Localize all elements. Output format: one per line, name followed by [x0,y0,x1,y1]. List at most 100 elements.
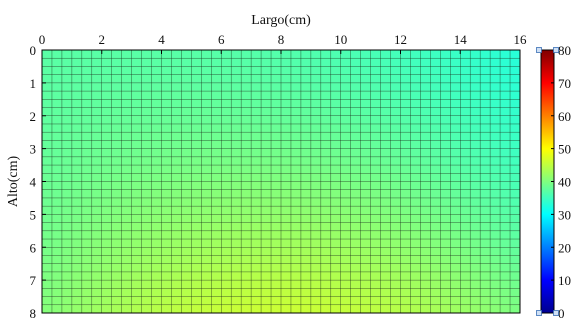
heatmap-cell [430,239,441,248]
heatmap-cell [101,239,113,248]
heatmap-cell [191,156,202,166]
heatmap-cell [460,197,471,207]
heatmap-cell [281,214,292,223]
heatmap-cell [211,214,222,223]
heatmap-cell [171,189,182,199]
heatmap-cell [191,140,202,149]
heatmap-cell [440,107,451,117]
heatmap-cell [271,74,282,84]
heatmap-cell [500,239,511,248]
heatmap-cell [121,222,132,232]
heatmap-cell [42,181,53,191]
heatmap-cell [340,304,352,314]
heatmap-cell [201,181,212,191]
heatmap-cell [261,123,272,133]
heatmap-cell [71,173,83,182]
heatmap-cell [231,173,242,182]
heatmap-cell [450,222,461,232]
heatmap-cell [470,304,481,314]
heatmap-cell [51,82,63,92]
heatmap-cell [181,58,192,67]
heatmap-cell [510,50,521,59]
heatmap-cell [61,82,73,92]
heatmap-cell [490,296,501,306]
heatmap-cell [51,255,63,264]
heatmap-cell [271,247,282,256]
heatmap-cell [161,214,172,223]
heatmap-cell [360,214,371,223]
heatmap-cell [510,156,521,166]
heatmap-cell [151,107,162,117]
heatmap-cell [281,197,292,207]
heatmap-cell [330,189,342,199]
heatmap-cell [91,247,103,256]
heatmap-cell [340,280,352,289]
heatmap-cell [91,263,103,273]
heatmap-cell [211,123,222,133]
heatmap-cell [171,181,182,191]
heatmap-cell [131,107,142,117]
heatmap-cell [480,115,491,125]
heatmap-cell [460,140,471,149]
colorbar-handle[interactable] [536,47,542,53]
y-tick-label: 3 [30,142,37,157]
heatmap-cell [470,222,481,232]
heatmap-cell [410,156,421,166]
heatmap-cell [310,304,322,314]
heatmap-cell [201,189,212,199]
heatmap-cell [171,148,182,158]
heatmap-cell [490,214,501,223]
heatmap-cell [171,58,182,67]
heatmap-cell [201,239,212,248]
heatmap-cell [271,222,282,232]
heatmap-cell [251,181,262,191]
heatmap-cell [231,197,242,207]
heatmap-cell [42,165,53,174]
heatmap-cell [460,173,471,182]
heatmap-cell [360,304,371,314]
heatmap-cell [121,206,132,215]
heatmap-cell [51,296,63,306]
heatmap-cell [221,206,232,215]
colorbar-handles[interactable] [536,47,559,316]
heatmap-cell [261,271,272,281]
heatmap-cell [51,107,63,117]
heatmap-cell [91,107,103,117]
heatmap-cell [440,197,451,207]
heatmap-cell [81,173,93,182]
heatmap-cell [81,156,93,166]
heatmap-cell [430,156,441,166]
heatmap-cell [61,206,73,215]
heatmap-cell [400,148,411,158]
heatmap-cell [390,271,401,281]
heatmap-cell [42,263,53,273]
heatmap-cell [450,66,461,75]
heatmap-cell [101,247,113,256]
heatmap-cell [42,189,53,199]
colorbar-handle[interactable] [553,47,559,53]
heatmap-cell [111,50,122,59]
heatmap-cell [201,91,212,100]
heatmap-cell [181,50,192,59]
heatmap-cell [131,173,142,182]
heatmap-cell [390,230,401,240]
heatmap-cell [410,280,421,289]
heatmap-cell [51,271,63,281]
heatmap-cell [390,280,401,289]
heatmap-cell [290,91,302,100]
heatmap-cell [480,66,491,75]
heatmap-cell [81,50,93,59]
colorbar-tick-label: 60 [558,109,571,124]
heatmap-cell [251,140,262,149]
colorbar-handle[interactable] [536,310,542,316]
colorbar-handle[interactable] [553,310,559,316]
heatmap-cell [450,280,461,289]
heatmap-cell [121,165,132,174]
heatmap-cell [290,230,302,240]
heatmap-cell [330,206,342,215]
heatmap-cell [400,280,411,289]
heatmap-cell [171,214,182,223]
heatmap-cell [430,230,441,240]
heatmap-cell [470,255,481,264]
heatmap-cell [191,189,202,199]
